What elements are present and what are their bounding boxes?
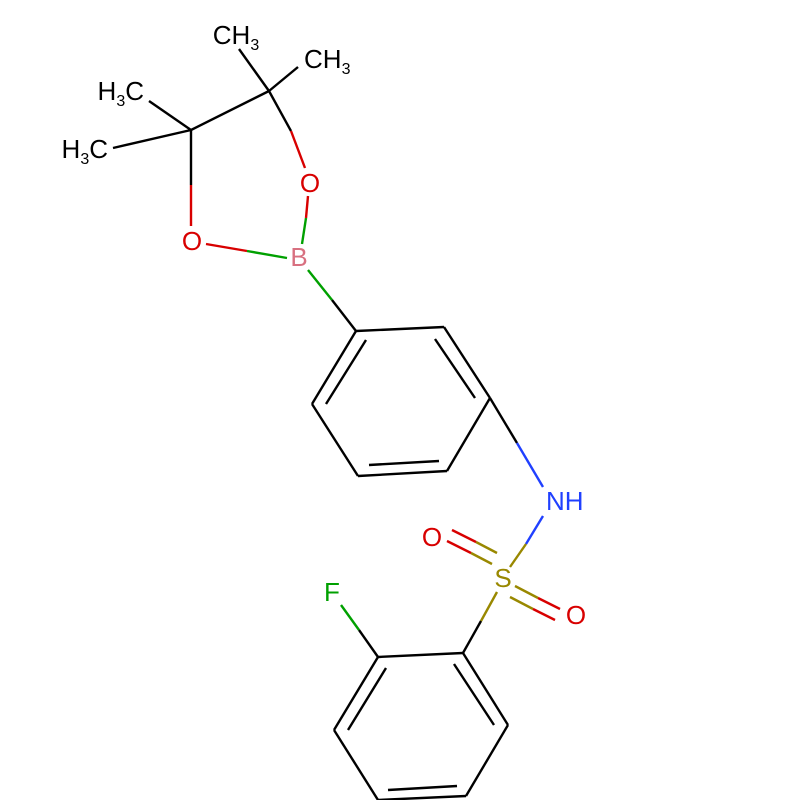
bond: [247, 251, 287, 258]
bond: [356, 327, 444, 331]
label-O: O: [422, 522, 442, 552]
label-ch3: CH3: [304, 44, 351, 78]
bond: [471, 553, 492, 564]
bond: [463, 621, 481, 653]
bond: [239, 49, 269, 91]
bond: [388, 786, 457, 790]
bond: [510, 597, 533, 609]
bond: [490, 398, 517, 443]
bond: [369, 461, 439, 465]
bond: [302, 218, 306, 244]
bond: [269, 91, 291, 131]
label-NH: NH: [546, 486, 584, 516]
bond: [481, 592, 497, 621]
bond: [476, 542, 497, 553]
bond: [526, 516, 543, 544]
bond: [149, 101, 191, 130]
bond: [306, 196, 308, 218]
bond: [466, 725, 508, 796]
bond: [113, 130, 191, 148]
bond: [378, 653, 463, 657]
bond: [191, 91, 269, 130]
bond: [269, 67, 298, 91]
bond: [358, 471, 447, 476]
bond: [206, 244, 247, 251]
bond: [341, 605, 359, 630]
bond: [515, 586, 538, 598]
bond: [435, 339, 475, 398]
label-O: O: [300, 168, 320, 198]
bond: [291, 131, 305, 168]
bond: [332, 300, 356, 331]
label-B: B: [290, 242, 307, 272]
label-O: O: [182, 226, 202, 256]
bond: [510, 544, 526, 567]
bond: [308, 270, 332, 300]
bond: [312, 404, 358, 476]
bond: [378, 796, 466, 800]
label-h3c: H3C: [98, 76, 144, 110]
bond: [452, 530, 476, 542]
label-O: O: [566, 600, 586, 630]
label-ch3: CH3: [213, 20, 260, 54]
bond: [447, 541, 471, 553]
bond: [334, 730, 378, 800]
bond: [447, 398, 490, 471]
label-S: S: [494, 563, 511, 593]
bond: [533, 609, 555, 620]
bond: [359, 630, 378, 657]
bond: [538, 598, 560, 609]
molecule-canvas: CH3 CH3 H3C H3C O O B NH S O O F: [0, 0, 800, 800]
label-h3c: H3C: [62, 134, 108, 168]
label-F: F: [324, 577, 340, 607]
bond: [517, 443, 543, 487]
